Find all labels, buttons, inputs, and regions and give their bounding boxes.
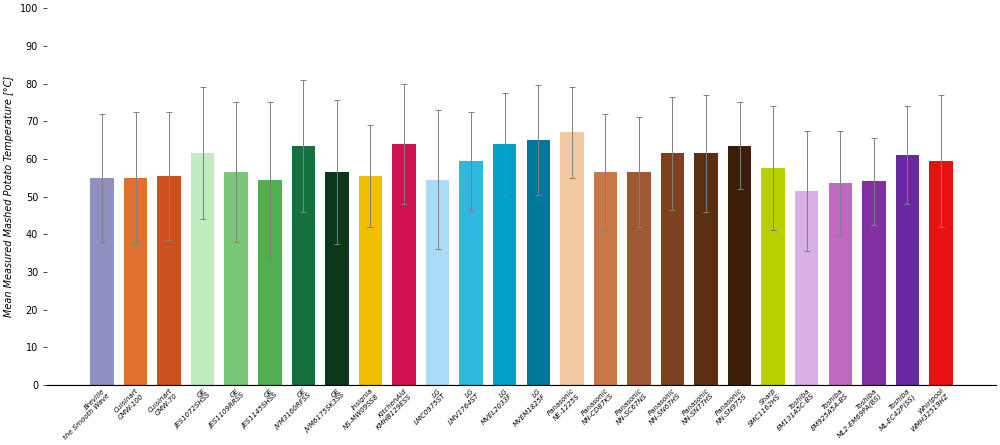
Bar [426, 179, 449, 385]
Bar [90, 178, 114, 385]
Bar [325, 172, 349, 385]
Bar [191, 153, 214, 385]
Bar [862, 182, 886, 385]
Bar [292, 146, 315, 385]
Bar [728, 146, 751, 385]
Bar [392, 144, 416, 385]
Bar [493, 144, 516, 385]
Bar [795, 191, 818, 385]
Bar [761, 168, 785, 385]
Bar [694, 153, 718, 385]
Bar [359, 176, 382, 385]
Bar [560, 133, 584, 385]
Bar [459, 161, 483, 385]
Bar [527, 140, 550, 385]
Bar [157, 176, 181, 385]
Bar [896, 155, 919, 385]
Bar [258, 179, 282, 385]
Bar [661, 153, 684, 385]
Bar [124, 178, 147, 385]
Bar [594, 172, 617, 385]
Bar [627, 172, 651, 385]
Y-axis label: Mean Measured Mashed Potato Temperature [°C]: Mean Measured Mashed Potato Temperature … [4, 76, 14, 317]
Bar [224, 172, 248, 385]
Bar [829, 183, 852, 385]
Bar [929, 161, 953, 385]
